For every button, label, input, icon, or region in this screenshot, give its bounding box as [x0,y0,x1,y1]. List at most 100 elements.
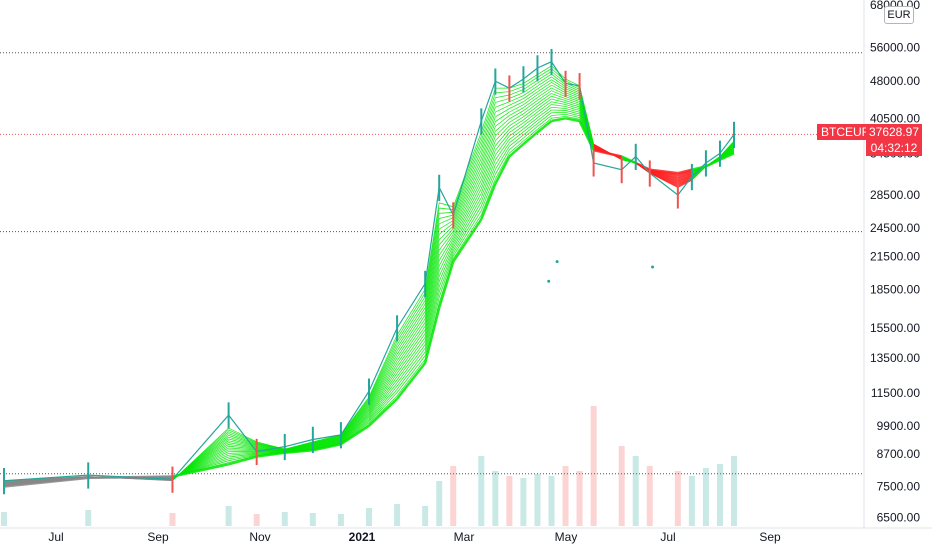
ribbon-line [494,149,510,175]
ribbon-line [228,449,257,452]
ribbon-line [677,174,693,180]
ribbon-line [509,116,524,127]
ribbon-line [480,135,496,176]
ribbon-line [228,427,257,443]
ribbon-line [537,115,552,127]
ribbon-line [509,137,524,150]
ribbon-line [509,95,524,103]
ribbon-line [396,329,426,371]
ribbon-line [438,236,454,261]
scatter-dot [651,265,655,269]
x-tick-label: Sep [759,530,781,544]
ribbon-line [480,174,496,211]
ribbon-line [340,403,370,438]
ribbon-line [438,222,454,235]
currency-label[interactable]: EUR [884,6,914,24]
ribbon-line [340,419,370,443]
ribbon-line [523,85,538,96]
ribbon-line [565,113,580,118]
ribbon-line [438,242,454,272]
ribbon-line [437,261,455,309]
ribbon-line [368,341,398,401]
ribbon-line [368,385,398,421]
ribbon-line [551,101,566,105]
ribbon-line [480,107,496,150]
ribbon-line [537,106,552,119]
ribbon-line [312,438,342,447]
ribbon-line [480,178,496,216]
ribbon-line [424,239,440,316]
ribbon-line [523,114,538,127]
ribbon-line [677,173,693,180]
ribbon-line [340,424,370,446]
x-tick-label: Mar [454,530,475,544]
ribbon-line [312,441,342,449]
ribbon-line [480,154,496,194]
ribbon-line [396,289,426,336]
ribbon-line [452,218,483,263]
ribbon-line [537,104,552,116]
ribbon-line [424,260,440,330]
ribbon-line [523,79,538,90]
ribbon-line [719,152,735,161]
ribbon-line [340,415,370,442]
ribbon-line [424,270,440,338]
ribbon-line [523,117,538,130]
ribbon-line [424,234,440,312]
ribbon-line [368,363,398,411]
ribbon-line [551,104,566,107]
ribbon-line [509,125,524,137]
ribbon-line [480,159,496,198]
ribbon-line [537,93,552,104]
ribbon-line [537,68,552,78]
ribbon-line [480,126,496,168]
ribbon-line [551,117,566,123]
price-axis[interactable]: 68000.0056000.0048000.0040500.0034500.00… [870,0,920,525]
ribbon-line [523,123,538,136]
ribbon-line [312,441,342,449]
ribbon-line [537,84,552,96]
time-axis[interactable]: Jul Sep Nov 2021 Mar May Jul Sep [48,530,781,544]
ribbon-line [480,131,496,172]
ribbon-line [551,95,566,101]
ribbon-line [677,175,693,183]
ribbon-line [452,153,482,221]
ribbon-line [396,340,426,381]
ribbon-line [495,128,510,146]
ribbon-line [565,108,580,113]
ribbon-line [228,455,258,466]
ribbon-line [593,148,622,158]
price-line [3,60,735,482]
ribbon-line [551,79,566,90]
ribbon-line [565,98,580,104]
x-tick-label: Nov [249,530,270,544]
ribbon-line [523,103,538,115]
volume-bar [253,514,260,526]
ribbon-line [312,437,342,446]
volume-bars [1,406,737,526]
ribbon-line [368,382,398,419]
y-tick-label: 48000.00 [870,74,920,88]
ribbon-line [536,120,553,134]
ribbon-line [677,171,692,177]
ribbon-line [565,110,580,115]
x-tick-label: Sep [147,530,169,544]
ribbon-line [368,373,398,415]
ribbon-line [495,101,510,108]
volume-bar [688,476,695,526]
volume-bar [337,514,344,526]
ribbon-line [340,406,370,439]
ribbon-line [480,169,496,207]
volume-bar [436,481,443,526]
ribbon-line [424,208,440,294]
ribbon-line [621,155,637,165]
ribbon-line [452,145,482,216]
ribbon-line [312,440,342,448]
ribbon-line [523,94,538,106]
y-tick-label: 28500.00 [870,188,920,202]
scatter-dot [555,260,559,264]
y-tick-label: 13500.00 [870,351,920,365]
ribbon-line [396,292,426,339]
ribbon-line [509,107,524,116]
